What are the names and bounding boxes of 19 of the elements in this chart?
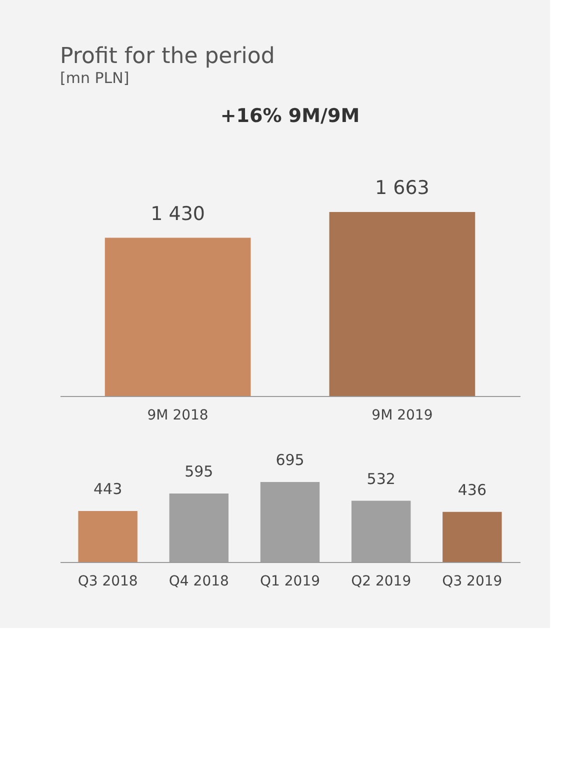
x-tick-label: Q3 2018 [78,574,138,590]
data-label: 436 [458,480,486,499]
chart-title: Profit for the period [60,44,275,69]
x-tick-label: Q3 2019 [442,574,502,590]
chart-subtitle: [mn PLN] [60,69,130,87]
data-label: 1 663 [374,177,430,199]
x-tick-label: Q4 2018 [168,574,229,590]
data-label: 443 [94,480,122,498]
data-label: 532 [366,470,396,488]
x-tick-label: 9M 2018 [147,408,208,424]
bar [78,511,138,562]
data-label: 1 430 [150,202,206,225]
data-label: 695 [276,451,304,469]
data-label: 595 [184,462,214,481]
x-tick-label: Q1 2019 [260,574,320,590]
text: +16% 9M/9M [220,105,360,127]
x-tick-label: Q2 2019 [351,574,412,590]
x-tick-label: 9M 2019 [372,408,433,424]
bar [442,512,502,562]
